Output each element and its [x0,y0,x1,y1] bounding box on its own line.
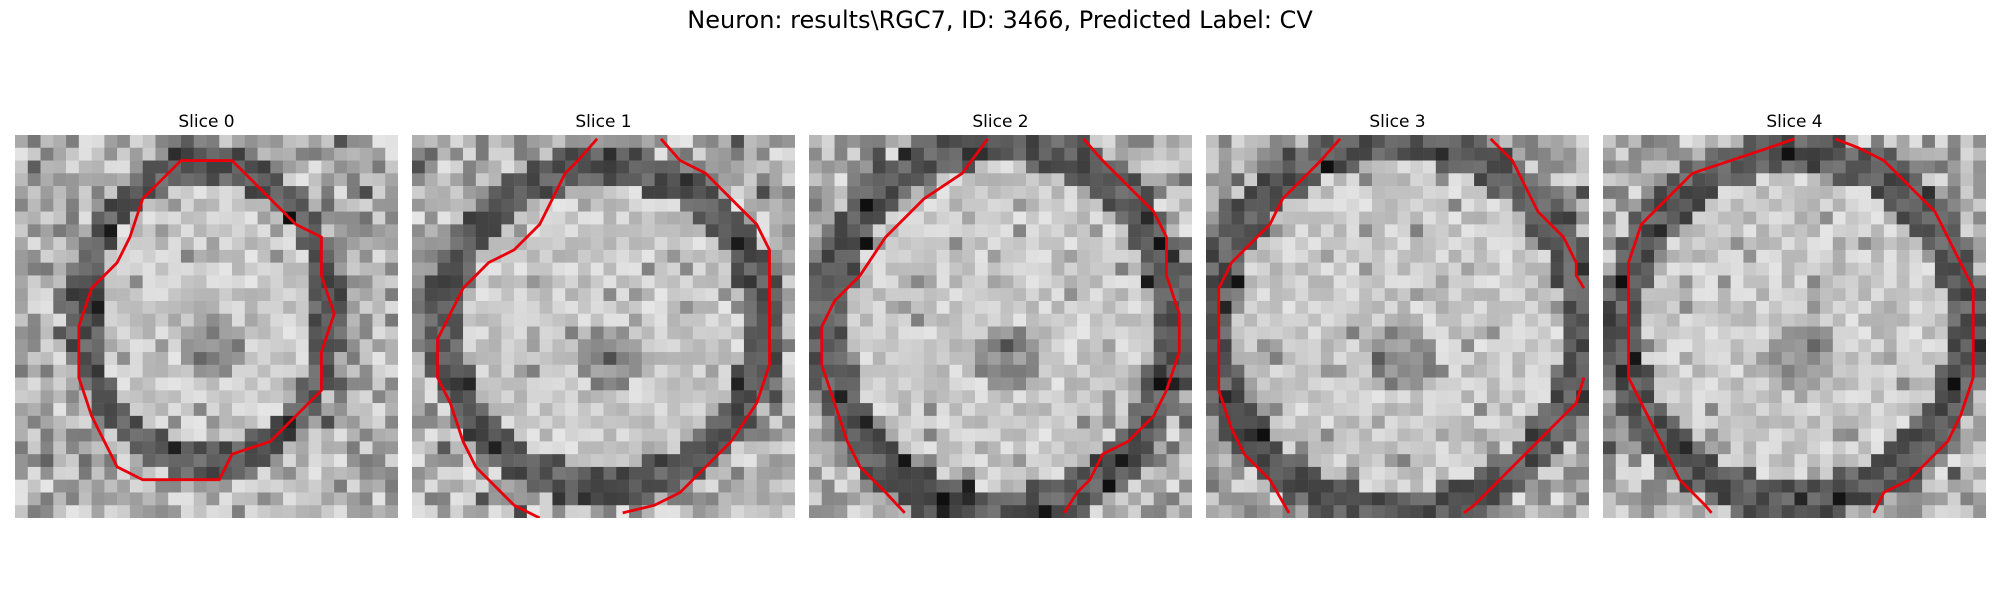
slice-title: Slice 3 [1369,112,1426,132]
slice-image [809,135,1192,518]
microscopy-pixels [15,135,398,518]
slice-panel-2: Slice 2 [809,110,1192,518]
segmentation-contour [1063,137,1181,514]
slice-panel-0: Slice 0 [15,110,398,518]
slice-image [15,135,398,518]
microscopy-pixels [412,135,795,518]
segmentation-contour [622,137,771,515]
segmentation-contour [820,137,989,514]
segmentation-contour [1463,377,1586,515]
slice-title: Slice 1 [575,112,632,132]
segmentation-contour [1489,137,1586,289]
slice-title: Slice 2 [972,112,1029,132]
slice-title: Slice 4 [1766,112,1823,132]
slice-image [412,135,795,518]
slice-panel-1: Slice 1 [412,110,795,518]
segmentation-contour [77,159,336,482]
slice-panel-4: Slice 4 [1603,110,1986,518]
microscopy-pixels [1206,135,1589,518]
segmentation-contour [436,137,599,518]
slice-image [1603,135,1986,518]
segmentation-contour [1834,137,1975,514]
slice-title: Slice 0 [178,112,235,132]
segmentation-contour [1217,137,1342,514]
segmentation-contour [1627,137,1795,514]
microscopy-pixels [809,135,1192,518]
slice-image [1206,135,1589,518]
slice-panel-3: Slice 3 [1206,110,1589,518]
figure-title: Neuron: results\RGC7, ID: 3466, Predicte… [687,6,1313,34]
